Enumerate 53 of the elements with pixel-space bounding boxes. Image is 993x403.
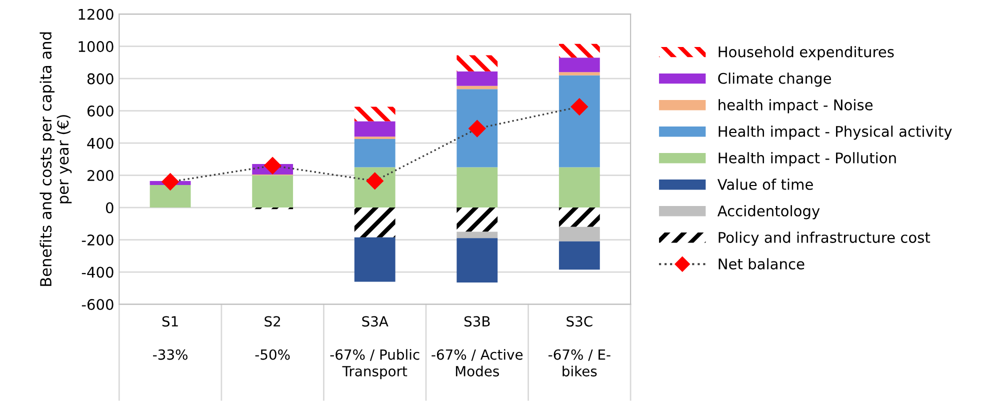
legend-label: Accidentology [717, 205, 820, 220]
bar [456, 208, 498, 232]
point [570, 98, 588, 116]
bar [252, 175, 294, 208]
legend-label: Net balance [718, 258, 804, 270]
y-tick-label: 1200 [78, 8, 114, 20]
bar [354, 139, 396, 168]
category-label: S3A -67% / Public Transport [330, 316, 420, 380]
point [468, 120, 486, 138]
y-tick-label: 1000 [78, 41, 114, 52]
y-tick-label: 200 [88, 170, 114, 182]
category-label: S3B -67% / Active Modes [432, 316, 523, 376]
y-tick-label: 800 [87, 73, 114, 84]
legend-label: Health impact - Physical activity [718, 126, 952, 140]
legend-label: Climate change [718, 72, 832, 87]
category-label: S1 -33% [153, 316, 188, 360]
bar [558, 167, 600, 208]
bar [558, 208, 600, 227]
y-tick-label: -400 [82, 266, 114, 278]
bar [558, 241, 600, 270]
point [162, 173, 179, 190]
legend-label: Value of time [717, 178, 813, 190]
bar [354, 237, 396, 282]
y-tick-label: 600 [87, 106, 114, 117]
bar [558, 226, 600, 242]
bar [558, 72, 600, 76]
bar [558, 58, 600, 72]
legend-label: Policy and infrastructure cost [718, 232, 930, 246]
bar [456, 71, 498, 86]
bar [456, 55, 498, 72]
bar [456, 86, 498, 90]
bar [456, 167, 498, 208]
bar [354, 121, 396, 137]
y-tick-label: -200 [82, 234, 114, 246]
bar [558, 44, 600, 58]
point [264, 157, 282, 174]
bar [354, 136, 396, 140]
legend-label: Household expenditures [718, 46, 894, 60]
bar [456, 238, 498, 283]
bar [558, 75, 600, 168]
bar [354, 208, 396, 238]
category-label: S2 -50% [255, 316, 290, 360]
y-tick-label: 0 [106, 202, 114, 214]
bar [456, 232, 498, 238]
legend-label: health impact - Noise [718, 99, 873, 114]
category-label: S3C -67% / E- bikes [548, 316, 610, 376]
legend-label: Health impact - Pollution [718, 152, 896, 166]
y-tick-label: -600 [82, 298, 114, 310]
bar [456, 89, 498, 168]
bar [354, 106, 396, 122]
bar [150, 184, 191, 208]
y-axis-title: Benefits and costs per capita and per year (€) [40, 32, 72, 286]
y-tick-label: 400 [87, 138, 114, 149]
